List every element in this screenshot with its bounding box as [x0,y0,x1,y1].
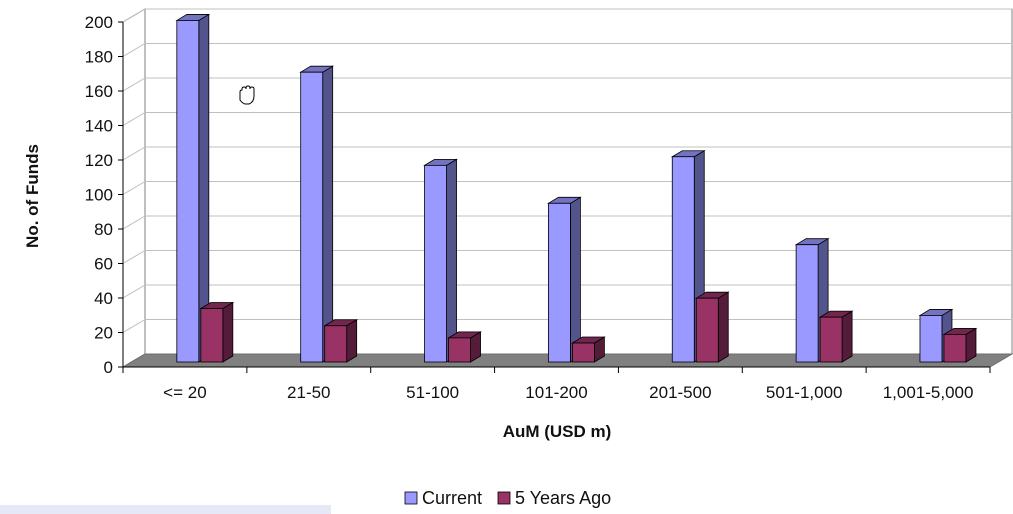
gridline-side [122,43,146,57]
bar-5-years-ago [570,336,606,363]
gridline-side [122,250,146,264]
x-tick-label: 101-200 [525,383,587,402]
legend-swatch-5-years-ago [497,491,511,505]
y-axis-ticks: 0 20 40 60 80 100 120 140 160 180 200 [85,13,124,377]
y-tick-label: 140 [85,117,113,136]
x-tick-label: <= 20 [163,383,207,402]
bar-5-years-ago [818,310,854,363]
y-tick-label: 20 [94,324,113,343]
y-tick-label: 180 [85,48,113,67]
y-tick-label: 160 [85,82,113,101]
x-tick-label: 501-1,000 [766,383,843,402]
legend-label-5-years-ago: 5 Years Ago [515,488,611,508]
bar-current [175,13,211,363]
gridline-side [122,215,146,230]
legend-swatch-current [404,491,418,505]
x-tick-label: 51-100 [406,383,459,402]
y-tick-label: 120 [85,151,113,170]
bars [175,13,978,363]
bar-current [423,158,458,363]
gridline-side [122,8,146,23]
legend-label-current: Current [422,488,482,508]
bar-5-years-ago [199,301,235,363]
bar-current [546,196,582,363]
y-tick-label: 40 [94,289,113,308]
y-tick-label: 0 [104,358,113,377]
gridline-side [122,146,146,161]
bar-current [299,65,335,363]
gridline-side [122,181,146,195]
bar-5-years-ago [447,331,482,363]
x-tick-label: 201-500 [649,383,711,402]
bar-5-years-ago [942,327,978,363]
x-tick-label: 1,001-5,000 [883,383,974,402]
y-tick-label: 200 [85,13,113,32]
x-tick-label: 21-50 [287,383,330,402]
y-tick-label: 80 [94,220,113,239]
bottom-strip [0,505,331,514]
y-tick-label: 60 [94,255,113,274]
x-axis-title: AuM (USD m) [503,422,612,441]
bar-5-years-ago [323,319,359,363]
gridline-side [122,77,146,92]
hand-cursor-icon [239,85,255,105]
x-axis-ticks: <= 20 21-50 51-100 101-200 201-500 501-1,000 1… [122,366,991,402]
bar-5-years-ago [694,291,730,363]
gridline-side [122,319,146,333]
y-axis-title: No. of Funds [23,144,42,248]
gridline-side [122,284,146,299]
gridline-side [122,112,146,126]
legend: Current 5 Years Ago [400,484,633,510]
y-tick-label: 100 [85,186,113,205]
bar-current [794,237,830,363]
